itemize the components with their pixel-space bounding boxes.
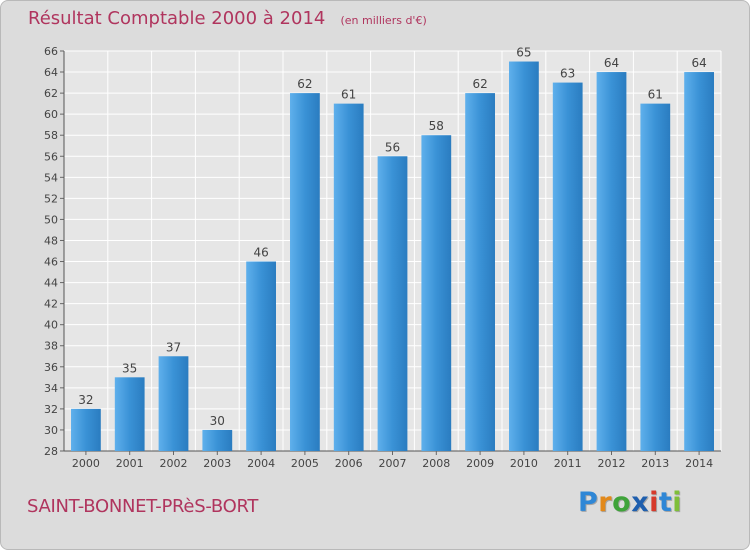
town-name: SAINT-BONNET-PRèS-BORT [27,496,259,517]
x-tick-label: 2013 [641,457,669,470]
x-tick-label: 2011 [554,457,582,470]
bar-2006 [333,103,364,451]
y-tick-label: 56 [44,150,58,163]
logo-letter: r [598,487,613,518]
y-tick-label: 44 [44,277,58,290]
y-tick-label: 64 [44,66,58,79]
chart-title-area: Résultat Comptable 2000 à 2014 (en milli… [28,8,427,29]
bar-2004 [246,261,276,451]
bar-2012 [596,72,627,451]
logo-letter: x [631,487,650,518]
x-tick-label: 2010 [510,457,538,470]
data-label: 64 [604,56,619,70]
x-tick-label: 2009 [466,457,494,470]
bar-2005 [290,93,320,452]
x-tick-label: 2003 [203,457,231,470]
y-tick-label: 48 [44,234,58,247]
y-tick-label: 46 [44,256,58,269]
data-label: 37 [166,340,181,354]
logo-letter: o [612,487,632,518]
data-label: 58 [429,119,444,133]
bar-2010 [509,61,539,452]
y-tick-label: 42 [44,298,58,311]
proxiti-logo: Proxiti [578,487,682,518]
x-tick-label: 2006 [335,457,363,470]
data-label: 64 [691,56,706,70]
x-tick-label: 2014 [685,457,713,470]
data-label: 61 [648,88,663,102]
y-tick-label: 52 [44,192,58,205]
x-tick-label: 2002 [160,457,188,470]
bar-2009 [465,93,495,452]
y-tick-label: 54 [44,171,58,184]
x-tick-label: 2005 [291,457,319,470]
bar-2011 [552,82,583,451]
y-tick-label: 60 [44,108,58,121]
y-tick-label: 34 [44,382,58,395]
bar-2007 [377,156,408,451]
y-tick-label: 40 [44,319,58,332]
y-tick-label: 38 [44,340,58,353]
x-tick-label: 2008 [422,457,450,470]
y-tick-label: 36 [44,361,58,374]
data-label: 62 [472,77,487,91]
chart-unit: (en milliers d'€) [340,14,427,27]
logo-letter: i [649,487,659,518]
data-label: 65 [516,46,531,60]
bar-2013 [640,103,671,451]
bar-2002 [158,356,189,451]
data-label: 62 [297,77,312,91]
data-label: 61 [341,88,356,102]
logo-letter: t [658,487,673,518]
y-tick-label: 66 [44,45,58,58]
x-tick-label: 2001 [116,457,144,470]
y-tick-label: 62 [44,87,58,100]
y-tick-label: 50 [44,213,58,226]
y-tick-label: 58 [44,129,58,142]
x-tick-label: 2012 [598,457,626,470]
y-tick-label: 32 [44,403,58,416]
bar-2008 [421,135,452,452]
bar-2014 [684,72,714,451]
x-tick-label: 2007 [379,457,407,470]
y-tick-label: 30 [44,424,58,437]
logo-letter: i [672,487,683,518]
data-label: 63 [560,67,575,81]
chart-title: Résultat Comptable 2000 à 2014 [28,8,326,29]
data-label: 56 [385,140,400,154]
x-tick-label: 2004 [247,457,275,470]
logo-letter: P [578,487,599,518]
bar-2003 [202,429,233,451]
data-label: 32 [78,393,93,407]
y-tick-label: 28 [44,445,58,458]
data-label: 30 [210,414,225,428]
bar-2000 [71,408,101,451]
x-tick-label: 2000 [72,457,100,470]
data-label: 46 [253,246,268,260]
data-label: 35 [122,361,137,375]
bar-2001 [114,377,145,451]
